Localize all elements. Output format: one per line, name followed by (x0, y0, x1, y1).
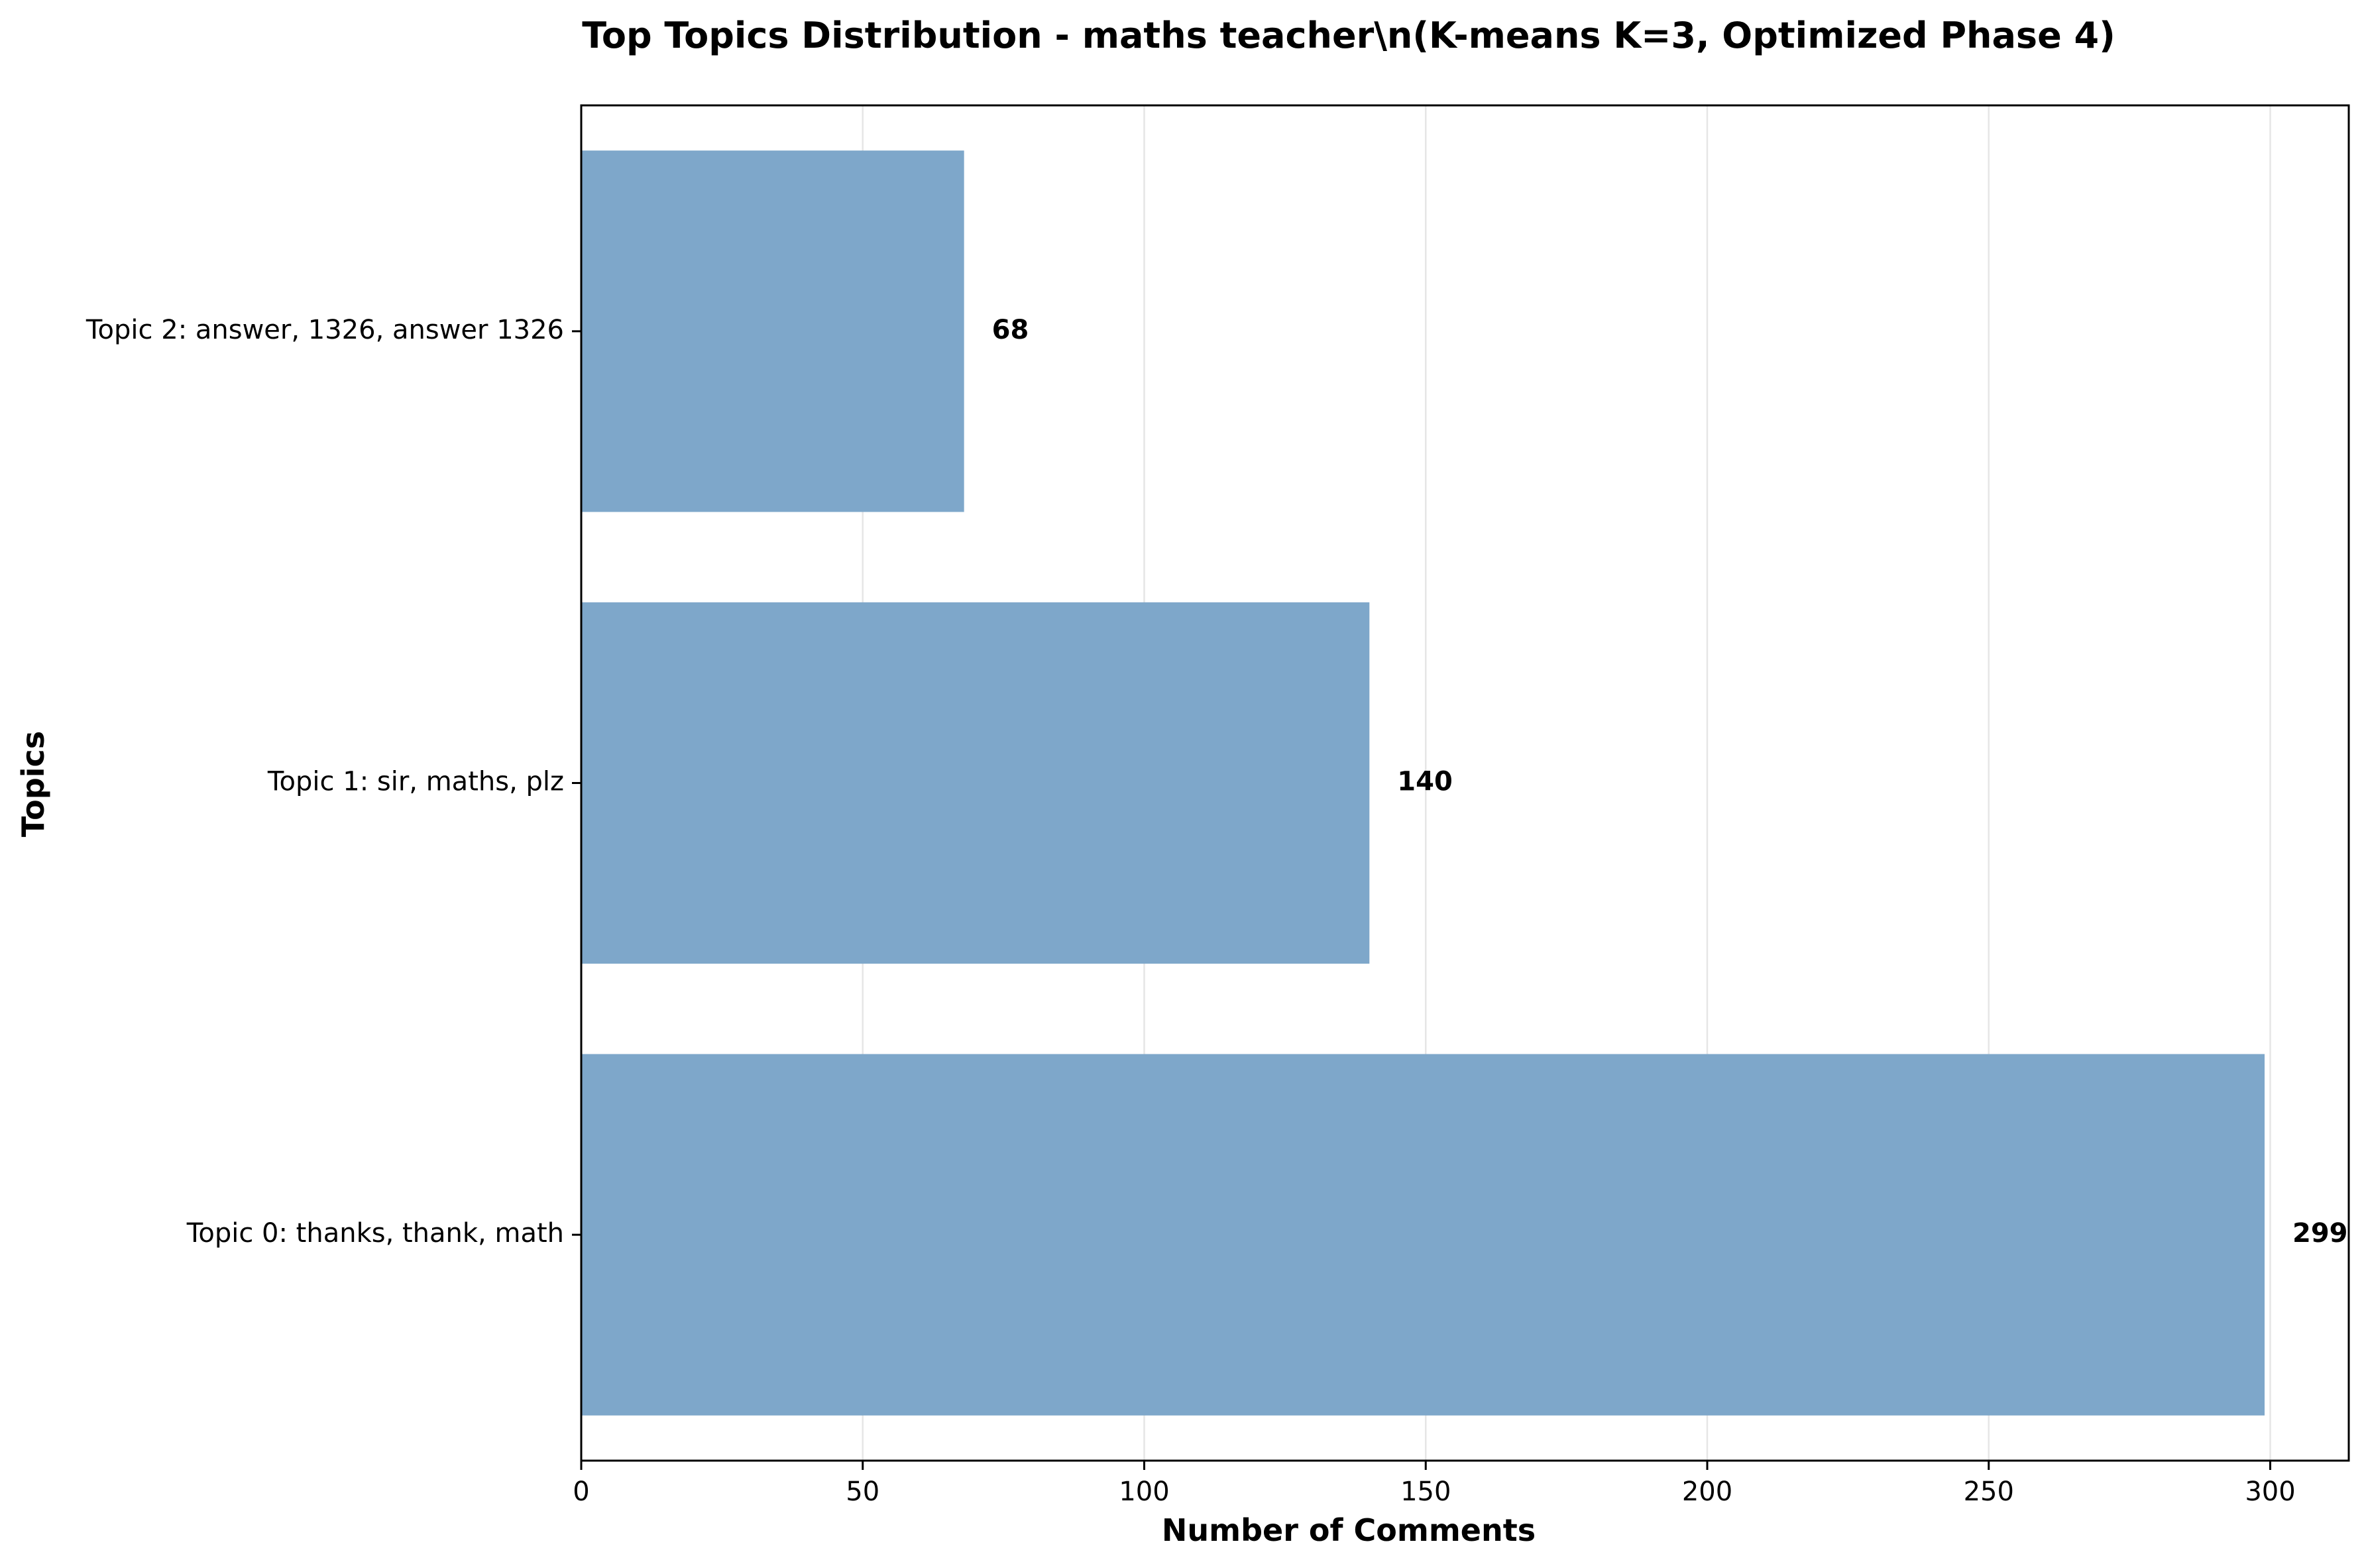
x-tick-label: 300 (2245, 1477, 2295, 1507)
x-tick-label: 200 (1682, 1477, 1732, 1507)
chart-title: Top Topics Distribution - maths teacher\… (582, 15, 2115, 56)
y-tick-label: Topic 1: sir, maths, plz (267, 767, 564, 797)
x-tick-label: 100 (1119, 1477, 1169, 1507)
x-axis-label: Number of Comments (1162, 1512, 1536, 1548)
bar-value-label: 299 (2292, 1218, 2348, 1249)
bar-value-label: 68 (992, 315, 1029, 345)
y-axis-ticks: Topic 0: thanks, thank, math Topic 1: sir… (85, 315, 581, 1249)
x-tick-label: 250 (1964, 1477, 2014, 1507)
bars (581, 150, 2265, 1416)
bar (581, 602, 1370, 964)
x-axis-ticks: 0 50 100 150 200 250 300 (573, 1461, 2296, 1507)
y-axis-label: Topics (15, 731, 51, 837)
bar (581, 150, 964, 512)
y-tick-label: Topic 2: answer, 1326, answer 1326 (85, 315, 564, 345)
x-tick-label: 0 (573, 1477, 589, 1507)
y-tick-label: Topic 0: thanks, thank, math (186, 1218, 564, 1249)
value-labels: 299 140 68 (992, 315, 2348, 1249)
bar (581, 1054, 2265, 1416)
bar-value-label: 140 (1397, 767, 1453, 797)
x-tick-label: 50 (846, 1477, 879, 1507)
x-tick-label: 150 (1400, 1477, 1451, 1507)
